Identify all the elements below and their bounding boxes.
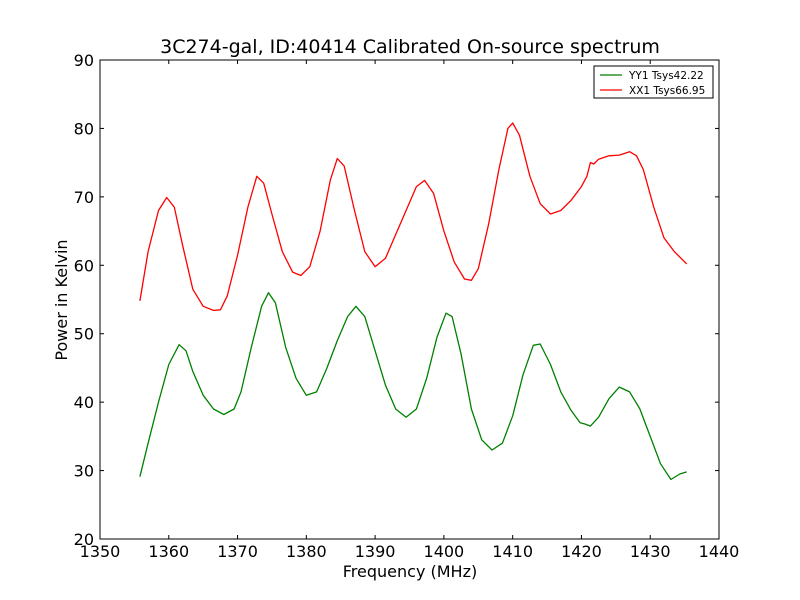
- y-tick-label-6: 80: [74, 119, 94, 138]
- series-line-yy1: [139, 292, 687, 481]
- axes-frame: [99, 59, 720, 540]
- legend-box: [593, 65, 714, 99]
- x-tick-label-1: 1360: [148, 542, 189, 561]
- y-tick-label-1: 30: [74, 462, 94, 481]
- series-line-xx1: [139, 122, 688, 312]
- x-tick-label-6: 1410: [492, 542, 533, 561]
- x-tick-label-0: 1350: [80, 542, 121, 561]
- x-tick-label-7: 1420: [561, 542, 602, 561]
- x-tick-label-4: 1390: [355, 542, 396, 561]
- y-axis-title: Power in Kelvin: [52, 239, 71, 360]
- legend-label-yy1: YY1 Tsys42.22: [628, 70, 704, 82]
- y-tick-label-0: 20: [74, 530, 94, 549]
- y-tick-label-4: 60: [74, 256, 94, 275]
- x-tick-label-5: 1400: [424, 542, 465, 561]
- legend-label-xx1: XX1 Tsys66.95: [629, 85, 705, 97]
- y-tick-label-5: 70: [74, 188, 94, 207]
- y-tick-label-2: 40: [74, 393, 94, 412]
- y-tick-label-7: 90: [74, 51, 94, 70]
- plot-area: 1350 1360 1370 1380 1390 1400 1410 1420 1430 1440…: [74, 51, 740, 561]
- x-tick-label-8: 1430: [630, 542, 671, 561]
- x-tick-label-9: 1440: [699, 542, 740, 561]
- x-tick-label-3: 1380: [286, 542, 327, 561]
- x-axis-title: Frequency (MHz): [343, 562, 477, 581]
- y-tick-label-3: 50: [74, 325, 94, 344]
- chart-title: 3C274-gal, ID:40414 Calibrated On-source…: [160, 36, 660, 58]
- x-tick-label-2: 1370: [217, 542, 258, 561]
